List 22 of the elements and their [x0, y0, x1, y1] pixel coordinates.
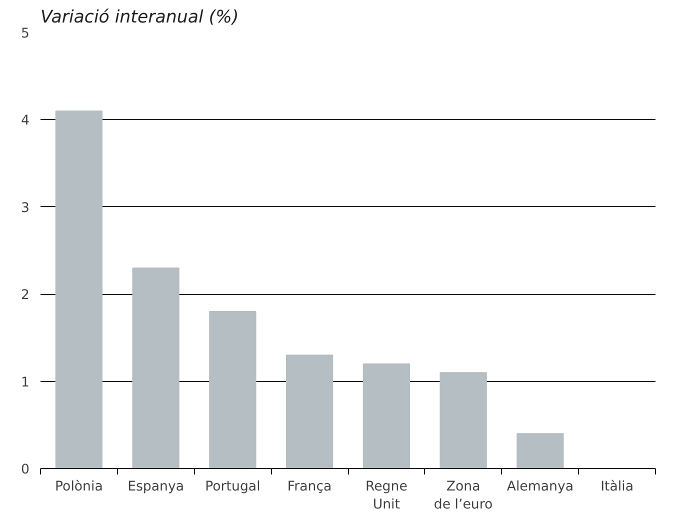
- x-tick-label: Espanya: [128, 480, 184, 494]
- bar: [516, 433, 564, 468]
- y-tick-label: 2: [21, 288, 30, 304]
- bar: [362, 363, 410, 468]
- y-tick-label: 0: [21, 462, 30, 478]
- y-tick-label: 1: [21, 375, 30, 390]
- bar: [286, 354, 334, 468]
- x-tick-label: Zona de l’euro: [434, 480, 493, 512]
- y-tick-label: 4: [21, 114, 30, 129]
- x-tick-label: Regne Unit: [365, 480, 408, 512]
- bar: [132, 267, 180, 468]
- y-tick-label: 5: [21, 26, 30, 42]
- y-tick-label: 3: [21, 200, 30, 216]
- x-tick-label: Polònia: [54, 480, 103, 494]
- bar: [55, 110, 102, 468]
- bar: [209, 311, 256, 468]
- x-tick-label: Portugal: [205, 480, 260, 494]
- x-tick-label: França: [287, 480, 332, 494]
- bar: [440, 372, 487, 468]
- x-tick-label: Alemanya: [506, 480, 574, 494]
- x-tick-label: Itàlia: [600, 480, 634, 494]
- chart-title: Variació interanual (%): [40, 8, 239, 28]
